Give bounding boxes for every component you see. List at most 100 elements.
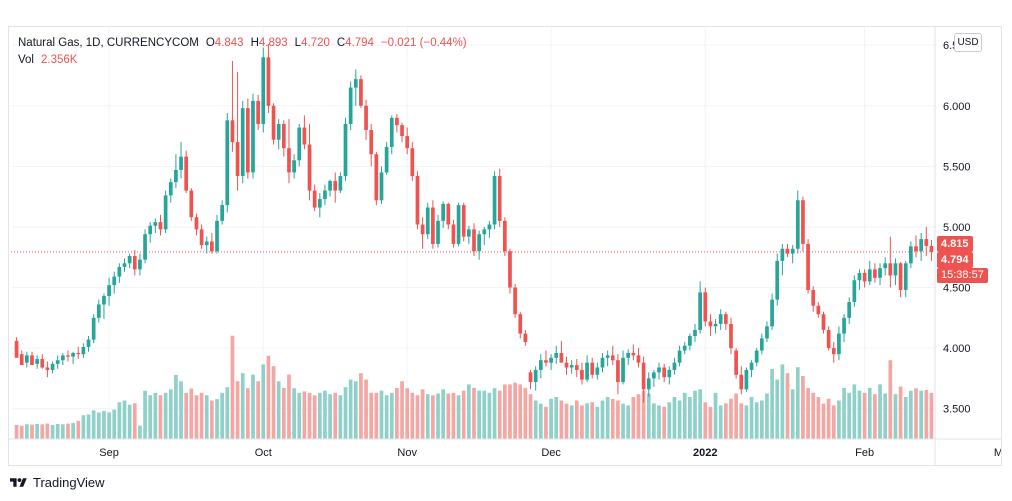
volume-bar [127,404,132,439]
candle-body [14,340,19,358]
volume-bar [857,390,862,439]
candle-body [837,333,841,355]
candle-body [189,190,194,218]
candle-body [199,229,204,246]
candle-body [338,176,343,191]
volume-bar [482,390,487,439]
volume-bar [888,360,893,439]
candle-body [677,350,682,363]
volume-bar [821,403,826,439]
candle-body [616,360,620,383]
volume-bar [693,390,697,439]
x-tick-label: Sep [99,447,119,459]
volume-bar [359,373,363,439]
volume-bar [477,390,481,439]
volume-bar [184,392,189,439]
volume-bar [235,381,240,439]
candle-body [528,372,533,383]
candle-body [734,350,738,375]
volume-bar [143,390,147,439]
candle-body [436,220,440,244]
candle-body [513,287,517,315]
candle-body [641,362,646,390]
volume-bar [585,403,589,439]
volume-bar [806,387,810,439]
volume-bar [718,405,723,439]
candle-body [405,136,410,149]
tradingview-brand[interactable]: TradingView [10,475,105,490]
candle-body [631,352,636,356]
volume-label[interactable]: Vol [18,54,34,66]
candle-body [472,229,476,252]
candle-body [132,256,137,270]
volume-bar [590,402,595,439]
volume-bar [631,397,636,439]
candle-body [30,355,34,366]
volume-bar [569,405,574,439]
volume-bar [45,423,50,439]
x-tick-label: Oct [255,447,272,459]
candle-body [667,369,672,378]
volume-bar [431,395,435,439]
volume-bar [96,412,101,439]
candle-body [467,229,471,237]
candle-body [343,123,348,177]
candle-body [220,205,225,221]
candle-body [19,354,24,366]
candle-body [71,352,75,357]
candle-body [862,272,867,282]
volume-bar [168,389,173,439]
candle-body [898,263,903,290]
candle-body [878,268,882,278]
chart-frame: 3.5004.0004.5005.0005.5006.0006.500SepOc… [8,26,1002,466]
candle-body [251,100,255,173]
volume-bar [374,392,379,439]
currency-button[interactable]: USD [954,33,982,52]
candle-body [621,357,625,383]
volume-bar [148,395,153,439]
candle-body [749,362,754,370]
candle-body [112,276,117,286]
volume-bar [919,390,924,439]
volume-bar [76,420,81,439]
volume-bar [842,387,846,439]
candle-body [117,266,122,277]
candle-body [811,289,816,306]
candle-body [554,352,559,358]
candle-body [713,323,718,327]
volume-bar [292,388,296,439]
candle-body [605,355,610,358]
candle-body [451,224,456,244]
candle-body [703,292,708,322]
volume-bar [790,389,795,439]
candle-body [765,326,769,339]
price-chart[interactable]: 3.5004.0004.5005.0005.5006.0006.500SepOc… [9,27,1001,465]
volume-bar [703,402,708,439]
volume-bar [739,403,744,439]
candle-body [153,222,158,226]
candle-body [312,190,317,208]
candle-body [795,200,800,249]
volume-bar [672,397,677,439]
candle-body [431,207,435,244]
candle-body [688,336,692,346]
volume-bar [893,394,898,439]
volume-bar [230,335,235,439]
candle-body [657,367,661,373]
candle-body [276,123,281,140]
last-price-tag: 4.794 [937,252,973,268]
candle-body [672,362,677,370]
candle-body [246,108,250,173]
volume-bar [518,384,523,439]
candle-body [256,100,260,124]
volume-bar [405,388,410,439]
volume-bar [91,410,96,439]
volume-bar [112,409,117,439]
symbol-title[interactable]: Natural Gas, 1D, CURRENCYCOM [18,37,199,49]
volume-bar [873,394,877,439]
candle-body [364,105,368,130]
volume-bar [153,392,158,439]
y-tick-label: 4.500 [943,283,971,295]
candle-body [107,285,111,297]
brand-name: TradingView [33,475,105,490]
